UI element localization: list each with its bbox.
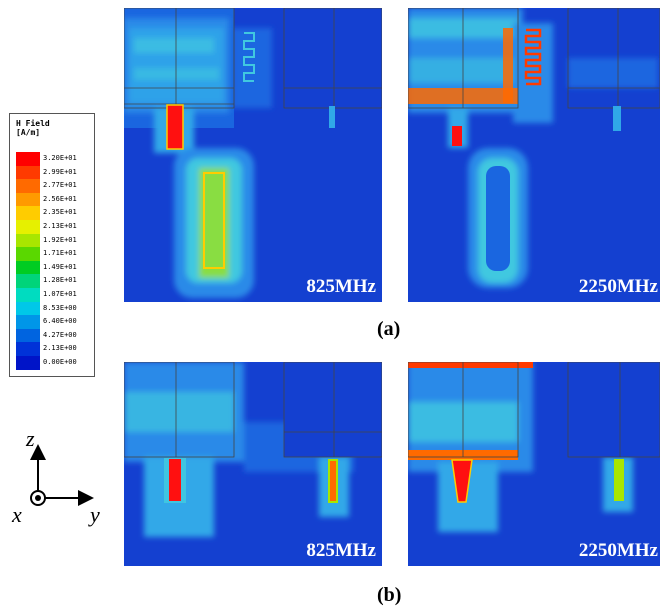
legend-value-label: 3.20E+01	[43, 154, 77, 162]
coordinate-axes: z x y	[8, 426, 118, 550]
legend-entry: 2.35E+01	[16, 206, 92, 220]
legend-swatch	[16, 206, 40, 220]
legend-entry: 1.07E+01	[16, 288, 92, 302]
panel-a-2250mhz: 2250MHz	[408, 8, 660, 302]
legend-entry: 2.99E+01	[16, 165, 92, 180]
subfigure-label-a: (a)	[377, 318, 401, 340]
legend-swatch	[16, 247, 40, 261]
legend-value-label: 2.13E+01	[43, 222, 77, 230]
legend-value-label: 2.35E+01	[43, 208, 77, 217]
x-axis-label: x	[12, 502, 22, 527]
legend-entry: 4.27E+00	[16, 328, 92, 343]
legend-entry: 3.20E+01	[16, 152, 92, 166]
legend-entry: 8.53E+00	[16, 301, 92, 316]
y-axis-label: y	[90, 502, 100, 527]
legend-swatch	[16, 260, 40, 275]
legend-entry: 2.13E+00	[16, 342, 92, 356]
legend-value-label: 2.99E+01	[43, 167, 77, 176]
legend-value-label: 2.56E+01	[43, 194, 77, 203]
legend-value-label: 6.40E+00	[43, 317, 77, 326]
legend-value-label: 1.07E+01	[43, 290, 77, 298]
legend-value-label: 1.71E+01	[43, 249, 77, 258]
frequency-label: 2250MHz	[578, 276, 658, 297]
frequency-label: 825MHz	[306, 540, 376, 561]
legend-value-label: 1.49E+01	[43, 262, 77, 271]
legend-swatch	[16, 356, 40, 370]
legend-title: H Field [A/m]	[16, 119, 50, 137]
legend-swatch	[16, 301, 40, 316]
legend-swatch	[16, 165, 40, 180]
legend-entry: 1.49E+01	[16, 260, 92, 275]
subfigure-label-b: (b)	[377, 584, 402, 606]
frequency-label: 825MHz	[306, 276, 376, 297]
legend-swatch	[16, 220, 40, 234]
legend-swatch	[16, 328, 40, 343]
panel-b-2250mhz: 2250MHz	[408, 362, 660, 566]
legend-title-unit: [A/m]	[16, 128, 41, 137]
legend-value-label: 8.53E+00	[43, 303, 77, 312]
legend-swatch	[16, 152, 40, 166]
legend-entry: 0.00E+00	[16, 356, 92, 370]
legend-value-label: 0.00E+00	[43, 358, 77, 366]
legend-swatch	[16, 233, 40, 248]
legend-swatch	[16, 315, 40, 329]
legend-swatch	[16, 192, 40, 207]
legend-swatch	[16, 179, 40, 193]
legend-entry: 2.77E+01	[16, 179, 92, 193]
legend-entry: 2.56E+01	[16, 192, 92, 207]
legend-entry: 2.13E+01	[16, 220, 92, 234]
legend-value-label: 4.27E+00	[43, 330, 77, 339]
panel-a-825mhz: 825MHz	[124, 8, 382, 302]
legend-value-label: 1.92E+01	[43, 235, 77, 244]
panel-b-825mhz: 825MHz	[124, 362, 382, 566]
legend-value-label: 2.77E+01	[43, 181, 77, 190]
h-field-legend: H Field [A/m] 3.20E+01 2.99E+01 2.77E+01 2.…	[9, 113, 95, 377]
legend-entry: 1.92E+01	[16, 233, 92, 248]
legend-entry: 6.40E+00	[16, 315, 92, 329]
frequency-label: 2250MHz	[578, 540, 658, 561]
legend-entry: 1.71E+01	[16, 247, 92, 261]
legend-swatch	[16, 288, 40, 302]
legend-value-label: 2.13E+00	[43, 344, 77, 353]
legend-swatch	[16, 274, 40, 288]
z-axis-label: z	[26, 426, 35, 451]
legend-title-quantity: H Field	[16, 119, 50, 128]
legend-value-label: 1.28E+01	[43, 276, 77, 285]
legend-swatch	[16, 342, 40, 356]
legend-entry: 1.28E+01	[16, 274, 92, 288]
